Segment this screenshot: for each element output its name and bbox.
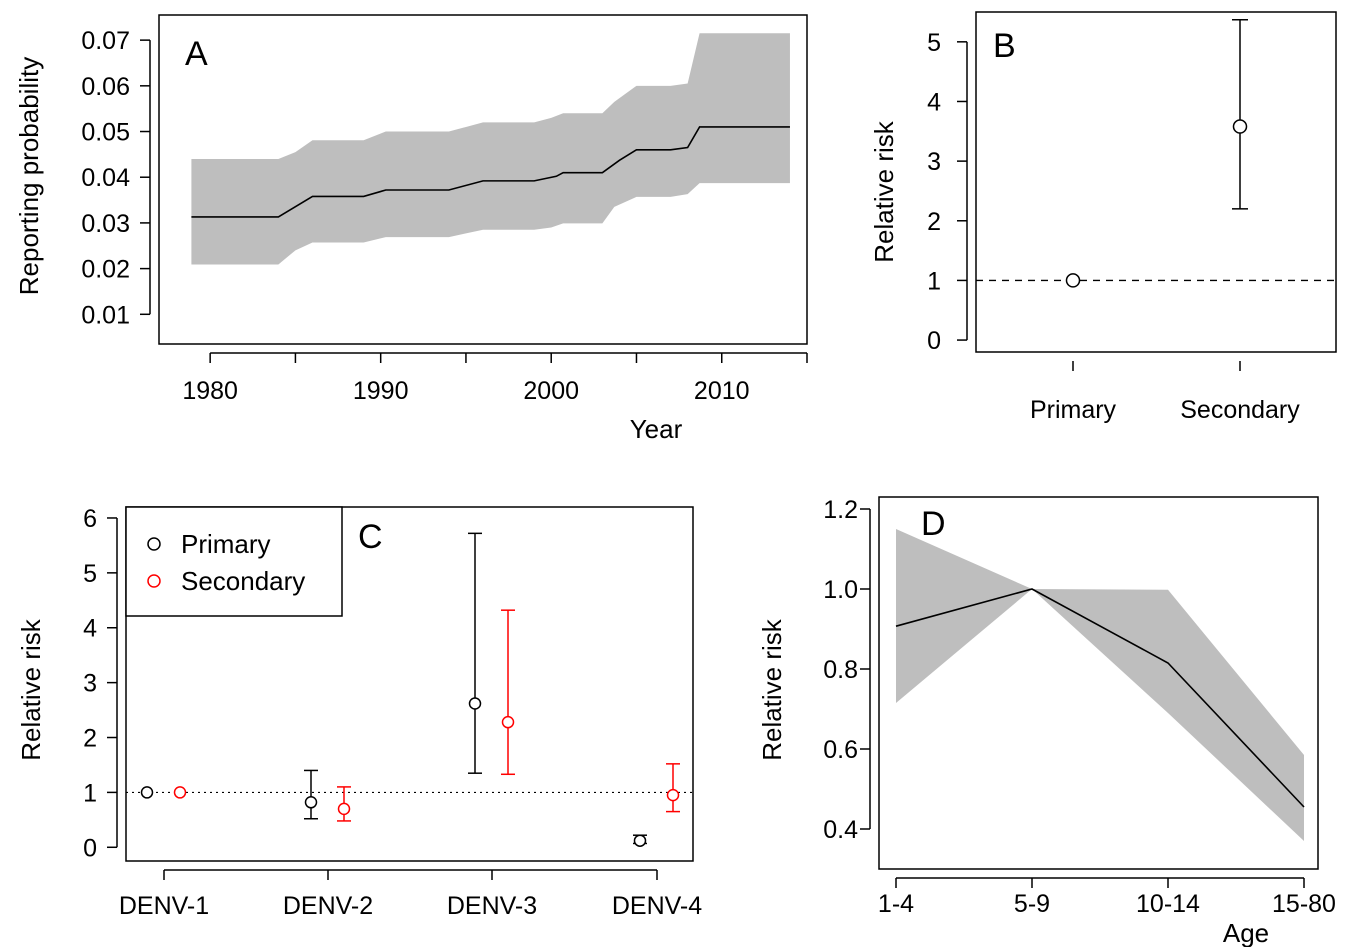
- data-point: [1065, 273, 1081, 288]
- x-tick-label: Primary: [1030, 396, 1117, 424]
- y-tick-label: 1: [927, 267, 941, 295]
- x-tick-label: 10-14: [1136, 890, 1200, 918]
- y-tick-label: 3: [927, 148, 941, 176]
- y-tick-label: 0.02: [81, 256, 130, 284]
- y-tick-label: 3: [83, 670, 97, 698]
- x-axis-label: Age: [1223, 918, 1269, 947]
- x-tick-label: 5-9: [1014, 890, 1050, 918]
- data-point: [304, 796, 318, 809]
- y-tick-label: 0: [927, 327, 941, 355]
- legend-marker: [147, 574, 161, 588]
- y-tick-label: 0: [83, 834, 97, 862]
- data-point: [666, 788, 680, 802]
- y-tick-label: 0.6: [823, 736, 858, 764]
- x-tick-label: 1980: [182, 377, 238, 405]
- x-tick-label: 1990: [353, 377, 409, 405]
- data-point: [337, 802, 351, 816]
- y-tick-label: 0.06: [81, 73, 130, 101]
- y-tick-label: 0.4: [823, 816, 858, 844]
- y-tick-label: 0.07: [81, 27, 130, 55]
- x-tick-label: Secondary: [1180, 396, 1300, 424]
- y-tick-label: 5: [83, 560, 97, 588]
- y-tick-label: 0.04: [81, 164, 130, 192]
- y-tick-label: 0.03: [81, 210, 130, 238]
- confidence-band: [191, 33, 790, 265]
- y-tick-label: 2: [83, 725, 97, 753]
- confidence-band: [896, 529, 1304, 841]
- y-tick-label: 1.0: [823, 576, 858, 604]
- legend-label: Primary: [181, 529, 271, 559]
- legend-label: Secondary: [181, 566, 305, 596]
- x-tick-label: DENV-2: [283, 892, 373, 920]
- y-tick-label: 2: [927, 208, 941, 236]
- plot-frame: [125, 506, 694, 862]
- x-axis-label: Year: [630, 414, 683, 444]
- y-axis-label: Relative risk: [757, 618, 787, 761]
- panel-label: C: [358, 518, 383, 556]
- x-tick-label: DENV-1: [119, 892, 209, 920]
- estimate-line: [895, 588, 1305, 808]
- plot-frame: [975, 11, 1337, 353]
- panel-b: Primary Secondary 0 1 2 3 4 5 Relative risk B: [869, 11, 1337, 424]
- y-tick-label: 0.01: [81, 301, 130, 329]
- data-point: [140, 786, 154, 799]
- y-axis-label: Reporting probability: [14, 57, 44, 295]
- y-tick-label: 4: [83, 615, 97, 643]
- y-tick-label: 5: [927, 29, 941, 57]
- data-point: [1232, 119, 1248, 134]
- x-tick-label: 1-4: [878, 890, 914, 918]
- legend-marker: [147, 537, 161, 551]
- data-point: [501, 715, 515, 729]
- data-point: [633, 834, 647, 847]
- panel-label: B: [993, 27, 1016, 65]
- y-tick-label: 0.8: [823, 656, 858, 684]
- plot-frame: [878, 496, 1319, 870]
- estimate-line: [191, 126, 790, 218]
- y-tick-label: 1.2: [823, 496, 858, 524]
- x-tick-label: 15-80: [1272, 890, 1336, 918]
- y-tick-label: 6: [83, 505, 97, 533]
- plot-frame: [158, 14, 808, 345]
- x-tick-label: 2000: [523, 377, 579, 405]
- y-tick-label: 4: [927, 88, 941, 116]
- y-axis-label: Relative risk: [869, 120, 899, 263]
- legend-box: [125, 506, 343, 617]
- data-point: [173, 786, 187, 799]
- data-point: [468, 697, 482, 710]
- panel-c: Primary Secondary DENV-1 DENV-2 DENV-3 DENV-4…: [16, 505, 702, 920]
- panel-label: A: [185, 35, 208, 73]
- y-axis-label: Relative risk: [16, 618, 46, 761]
- x-tick-label: DENV-3: [447, 892, 537, 920]
- x-tick-label: DENV-4: [612, 892, 702, 920]
- y-tick-label: 1: [83, 779, 97, 807]
- x-tick-label: 2010: [694, 377, 750, 405]
- y-tick-label: 0.05: [81, 119, 130, 147]
- panel-a: 1980 1990 2000 2010 0.01 0.02 0.03 0.04 0.05 0.06…: [14, 14, 808, 444]
- panel-label: D: [921, 505, 946, 543]
